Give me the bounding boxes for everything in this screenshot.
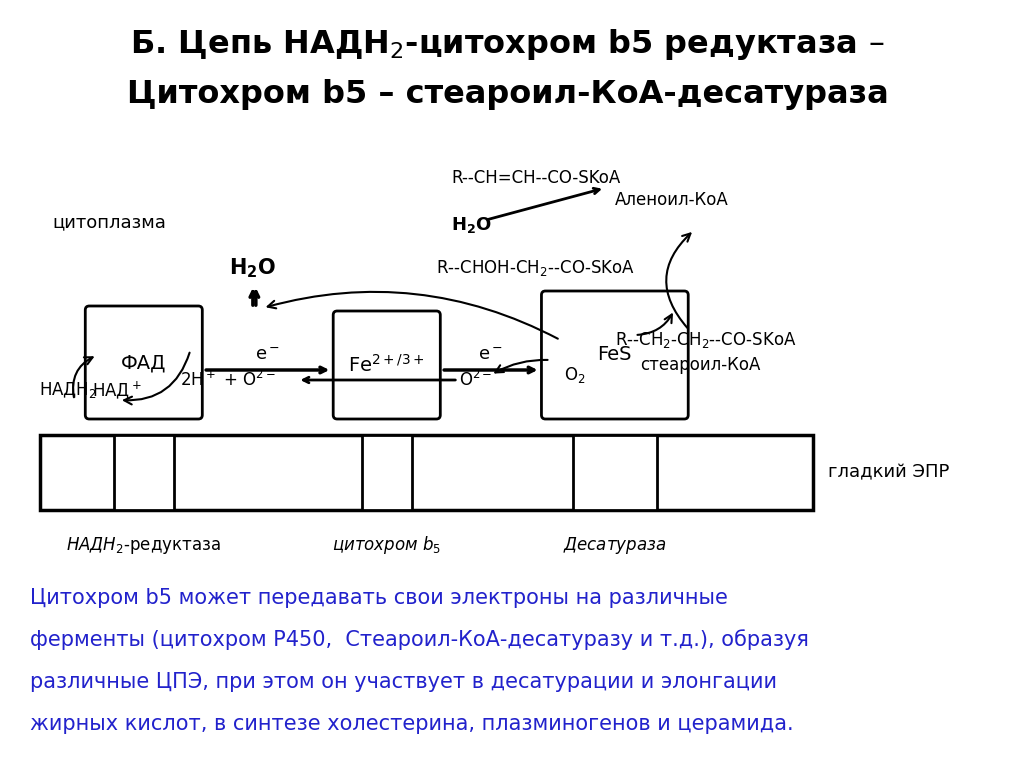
Text: жирных кислот, в синтезе холестерина, плазминогенов и церамида.: жирных кислот, в синтезе холестерина, пл…	[30, 714, 794, 734]
Text: R--CH$_2$-CH$_2$--CO-SKoA: R--CH$_2$-CH$_2$--CO-SKoA	[614, 330, 797, 350]
Text: $\it{Десатураза}$: $\it{Десатураза}$	[563, 535, 667, 555]
Text: $\it{цитохром}$ $\it{b_5}$: $\it{цитохром}$ $\it{b_5}$	[332, 534, 441, 556]
Text: различные ЦПЭ, при этом он участвует в десатурации и элонгации: различные ЦПЭ, при этом он участвует в д…	[30, 672, 777, 692]
FancyArrowPatch shape	[496, 360, 548, 372]
Bar	[114, 435, 173, 510]
FancyArrowPatch shape	[638, 314, 672, 335]
Bar	[40, 435, 813, 510]
Text: O$_2$: O$_2$	[564, 365, 586, 385]
Text: ферменты (цитохром Р450,  Стеароил-КоА-десатуразу и т.д.), образуя: ферменты (цитохром Р450, Стеароил-КоА-де…	[30, 630, 809, 650]
Text: O$^{2-}$: O$^{2-}$	[460, 370, 493, 390]
Text: e$^-$: e$^-$	[255, 346, 281, 364]
Text: стеароил-КоА: стеароил-КоА	[640, 356, 760, 374]
Text: Цитохром b5 – стеароил-КоА-десатураза: Цитохром b5 – стеароил-КоА-десатураза	[127, 80, 889, 111]
Bar	[572, 435, 657, 510]
FancyArrowPatch shape	[124, 353, 189, 405]
Bar	[361, 435, 412, 510]
Text: ФАД: ФАД	[121, 353, 167, 372]
FancyBboxPatch shape	[333, 311, 440, 419]
Text: цитоплазма: цитоплазма	[52, 213, 166, 231]
Text: e$^-$: e$^-$	[478, 346, 504, 364]
Text: Fe$^{2+/3+}$: Fe$^{2+/3+}$	[348, 354, 425, 376]
Text: Цитохром b5 может передавать свои электроны на различные: Цитохром b5 может передавать свои электр…	[30, 588, 728, 608]
Text: НАДН$_2$: НАДН$_2$	[39, 380, 96, 400]
FancyArrowPatch shape	[267, 292, 558, 339]
Text: R--CH=CH--CO-SKoA: R--CH=CH--CO-SKoA	[452, 169, 621, 187]
Text: $\it{НАДН_2}$-редуктаза: $\it{НАДН_2}$-редуктаза	[67, 535, 221, 555]
Text: гладкий ЭПР: гладкий ЭПР	[828, 463, 949, 481]
FancyBboxPatch shape	[542, 291, 688, 419]
Text: Аленоил-КоА: Аленоил-КоА	[614, 191, 729, 209]
Text: FeS: FeS	[598, 346, 632, 365]
FancyBboxPatch shape	[85, 306, 203, 419]
FancyArrowPatch shape	[667, 233, 690, 328]
Text: 2H$^+$ + O$^{2-}$: 2H$^+$ + O$^{2-}$	[180, 370, 276, 390]
Text: Б. Цепь НАДН$_2$-цитохром b5 редуктаза –: Б. Цепь НАДН$_2$-цитохром b5 редуктаза –	[130, 28, 885, 62]
Text: $\bf{H_2O}$: $\bf{H_2O}$	[452, 215, 493, 235]
Text: $\bf{H_2O}$: $\bf{H_2O}$	[229, 257, 276, 280]
Text: НАД$^+$: НАД$^+$	[92, 379, 142, 401]
Text: R--CHOH-CH$_2$--CO-SKoA: R--CHOH-CH$_2$--CO-SKoA	[436, 258, 635, 278]
FancyArrowPatch shape	[73, 357, 92, 397]
